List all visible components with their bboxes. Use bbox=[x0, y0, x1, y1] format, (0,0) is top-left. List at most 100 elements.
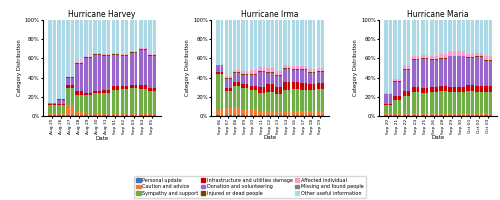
Bar bbox=[75, 20, 83, 62]
Bar bbox=[308, 73, 316, 84]
Bar bbox=[466, 57, 474, 58]
Bar bbox=[258, 112, 265, 115]
Bar bbox=[402, 113, 410, 115]
Bar bbox=[130, 88, 138, 114]
Bar bbox=[148, 55, 156, 56]
Bar bbox=[316, 111, 324, 115]
Bar bbox=[112, 54, 119, 55]
Bar bbox=[112, 86, 119, 90]
Bar bbox=[402, 69, 410, 70]
Bar bbox=[439, 59, 446, 86]
Bar bbox=[266, 92, 274, 111]
Bar bbox=[292, 89, 298, 111]
Bar bbox=[250, 70, 257, 74]
Bar bbox=[316, 71, 324, 72]
Bar bbox=[266, 115, 274, 116]
Bar bbox=[148, 114, 156, 115]
Bar bbox=[102, 56, 110, 90]
Bar bbox=[448, 113, 456, 115]
Bar bbox=[412, 59, 420, 60]
Bar bbox=[148, 88, 156, 91]
Bar bbox=[233, 86, 240, 107]
Bar bbox=[139, 115, 146, 116]
Bar bbox=[224, 88, 232, 91]
Bar bbox=[484, 60, 492, 61]
Bar bbox=[421, 20, 428, 55]
Bar bbox=[457, 92, 465, 113]
Bar bbox=[258, 20, 265, 67]
Bar bbox=[57, 104, 64, 105]
Bar bbox=[402, 91, 410, 96]
Bar bbox=[476, 115, 483, 116]
Bar bbox=[57, 99, 64, 100]
Bar bbox=[224, 115, 232, 116]
Bar bbox=[266, 20, 274, 68]
Bar bbox=[216, 20, 224, 65]
Bar bbox=[84, 58, 92, 93]
Y-axis label: Category Distribution: Category Distribution bbox=[354, 40, 358, 96]
Bar bbox=[139, 49, 146, 50]
Bar bbox=[275, 76, 282, 87]
Bar bbox=[421, 93, 428, 113]
Bar bbox=[102, 55, 110, 56]
Bar bbox=[421, 115, 428, 116]
Bar bbox=[292, 111, 298, 115]
Bar bbox=[148, 54, 156, 55]
Bar bbox=[430, 20, 438, 56]
Bar bbox=[466, 113, 474, 115]
Bar bbox=[292, 20, 298, 66]
Bar bbox=[439, 58, 446, 59]
Bar bbox=[258, 87, 265, 93]
Bar bbox=[102, 90, 110, 93]
Bar bbox=[84, 95, 92, 114]
Title: Hurricane Maria: Hurricane Maria bbox=[408, 10, 469, 19]
Bar bbox=[216, 115, 224, 116]
Bar bbox=[250, 86, 257, 90]
Bar bbox=[242, 20, 248, 71]
Bar bbox=[316, 83, 324, 89]
Bar bbox=[112, 114, 119, 115]
Bar bbox=[448, 115, 456, 116]
Bar bbox=[224, 20, 232, 76]
Bar bbox=[384, 104, 392, 105]
Bar bbox=[75, 112, 83, 115]
Bar bbox=[224, 76, 232, 78]
Bar bbox=[84, 20, 92, 56]
Bar bbox=[448, 92, 456, 113]
Bar bbox=[233, 72, 240, 73]
Bar bbox=[402, 65, 410, 69]
Bar bbox=[402, 115, 410, 116]
Bar bbox=[66, 77, 74, 78]
Bar bbox=[466, 85, 474, 91]
Bar bbox=[120, 86, 128, 89]
Bar bbox=[233, 115, 240, 116]
Bar bbox=[233, 107, 240, 115]
Bar bbox=[84, 114, 92, 115]
Bar bbox=[102, 20, 110, 54]
Bar bbox=[48, 113, 56, 115]
Bar bbox=[448, 51, 456, 56]
Bar bbox=[130, 85, 138, 88]
Bar bbox=[66, 20, 74, 77]
Bar bbox=[430, 60, 438, 87]
Bar bbox=[275, 87, 282, 94]
Bar bbox=[275, 75, 282, 76]
Bar bbox=[139, 85, 146, 89]
Bar bbox=[275, 71, 282, 75]
Bar bbox=[292, 82, 298, 89]
Bar bbox=[283, 90, 290, 111]
Bar bbox=[384, 113, 392, 115]
Bar bbox=[300, 83, 307, 90]
Bar bbox=[75, 115, 83, 116]
Bar bbox=[384, 20, 392, 93]
Bar bbox=[421, 58, 428, 59]
Bar bbox=[102, 114, 110, 115]
Bar bbox=[266, 72, 274, 73]
Bar bbox=[384, 105, 392, 113]
Bar bbox=[394, 96, 401, 100]
Bar bbox=[402, 20, 410, 65]
Bar bbox=[120, 56, 128, 86]
Bar bbox=[242, 109, 248, 115]
Bar bbox=[308, 90, 316, 111]
Bar bbox=[258, 115, 265, 116]
